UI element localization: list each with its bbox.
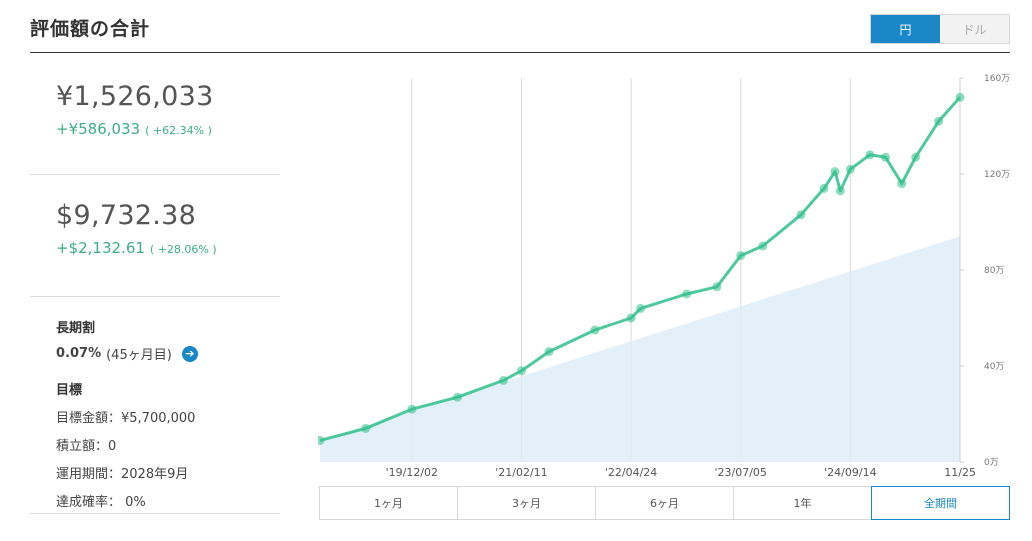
page-title: 評価額の合計 bbox=[30, 18, 151, 40]
valuation-chart[interactable]: 0万 40万 80万 120万 160万 '19/12/02 '21/02/11 '22/04… bbox=[318, 70, 1018, 480]
y-tick-label: 160万 bbox=[984, 74, 1010, 84]
valuation-point bbox=[819, 183, 829, 193]
y-tick-label: 120万 bbox=[984, 170, 1010, 180]
valuation-point bbox=[736, 251, 746, 261]
x-tick-label: '24/09/14 bbox=[824, 466, 876, 479]
long-term-months: (45ヶ月目) bbox=[106, 348, 172, 363]
goal-period: 運用期間：2028年9月 bbox=[56, 467, 189, 482]
header-divider bbox=[30, 52, 1010, 53]
valuation-point bbox=[682, 289, 692, 299]
valuation-point bbox=[318, 435, 325, 445]
x-tick-label: '22/04/24 bbox=[605, 466, 657, 479]
valuation-point bbox=[865, 150, 875, 160]
usd-valuation-card: $9,732.38 +$2,132.61 ( +28.06% ) bbox=[30, 175, 280, 297]
usd-gain-amount: +$2,132.61 bbox=[56, 239, 145, 257]
currency-toggle[interactable]: 円 ドル bbox=[870, 14, 1010, 44]
x-tick-label: '23/07/05 bbox=[715, 466, 767, 479]
y-tick-label: 80万 bbox=[984, 266, 1004, 276]
range-selector[interactable]: 1ヶ月 3ヶ月 6ヶ月 1年 全期間 bbox=[319, 486, 1010, 520]
y-tick-label: 0万 bbox=[984, 458, 999, 468]
range-1-month-button[interactable]: 1ヶ月 bbox=[319, 486, 457, 520]
valuation-point bbox=[590, 325, 600, 335]
goal-probability: 達成確率： 0% bbox=[56, 495, 146, 510]
valuation-point bbox=[544, 347, 554, 357]
valuation-point bbox=[407, 404, 417, 414]
valuation-point bbox=[897, 179, 907, 189]
arrow-right-icon[interactable]: ➔ bbox=[181, 345, 198, 362]
valuation-point bbox=[758, 241, 768, 251]
x-tick-label: '19/12/02 bbox=[386, 466, 438, 479]
valuation-point bbox=[911, 152, 921, 162]
goal-target-amount: 目標金額：¥5,700,000 bbox=[56, 411, 196, 426]
range-6-month-button[interactable]: 6ヶ月 bbox=[595, 486, 733, 520]
valuation-point bbox=[880, 152, 890, 162]
valuation-point bbox=[498, 375, 508, 385]
principal-area bbox=[320, 236, 960, 462]
yen-gain-amount: +¥586,033 bbox=[56, 120, 141, 138]
valuation-point bbox=[636, 303, 646, 313]
y-tick-label: 40万 bbox=[984, 362, 1004, 372]
valuation-point bbox=[830, 167, 840, 177]
valuation-point bbox=[452, 392, 462, 402]
yen-total-amount: ¥1,526,033 bbox=[56, 81, 214, 112]
valuation-point bbox=[835, 186, 845, 196]
x-tick-label: 11/25 bbox=[944, 466, 976, 479]
long-term-heading: 長期割 bbox=[56, 321, 96, 336]
range-1-year-button[interactable]: 1年 bbox=[733, 486, 871, 520]
summary-panel: ¥1,526,033 +¥586,033 ( +62.34% ) $9,732.3… bbox=[30, 53, 280, 514]
valuation-point bbox=[845, 164, 855, 174]
range-3-month-button[interactable]: 3ヶ月 bbox=[457, 486, 595, 520]
valuation-point bbox=[712, 282, 722, 292]
yen-gain: +¥586,033 ( +62.34% ) bbox=[56, 120, 280, 138]
usd-gain-percent: ( +28.06% ) bbox=[149, 243, 217, 256]
goal-heading: 目標 bbox=[56, 383, 83, 398]
currency-usd-button[interactable]: ドル bbox=[940, 15, 1009, 43]
long-term-rate: 0.07% bbox=[56, 346, 102, 361]
range-all-button[interactable]: 全期間 bbox=[871, 486, 1010, 520]
goal-contribution: 積立額：0 bbox=[56, 439, 117, 454]
yen-gain-percent: ( +62.34% ) bbox=[145, 124, 212, 137]
long-term-rate-row: 0.07% (45ヶ月目) ➔ bbox=[56, 344, 280, 363]
valuation-point bbox=[516, 366, 526, 376]
valuation-point bbox=[626, 313, 636, 323]
valuation-point bbox=[361, 423, 371, 433]
valuation-point bbox=[955, 92, 965, 102]
currency-yen-button[interactable]: 円 bbox=[871, 15, 940, 43]
usd-total-amount: $9,732.38 bbox=[56, 200, 197, 231]
x-tick-label: '21/02/11 bbox=[495, 466, 547, 479]
info-card: 長期割 0.07% (45ヶ月目) ➔ 目標 目標金額：¥5,700,000 積… bbox=[30, 297, 280, 514]
valuation-point bbox=[796, 210, 806, 220]
usd-gain: +$2,132.61 ( +28.06% ) bbox=[56, 239, 280, 257]
yen-valuation-card: ¥1,526,033 +¥586,033 ( +62.34% ) bbox=[30, 53, 280, 175]
valuation-point bbox=[934, 116, 944, 126]
